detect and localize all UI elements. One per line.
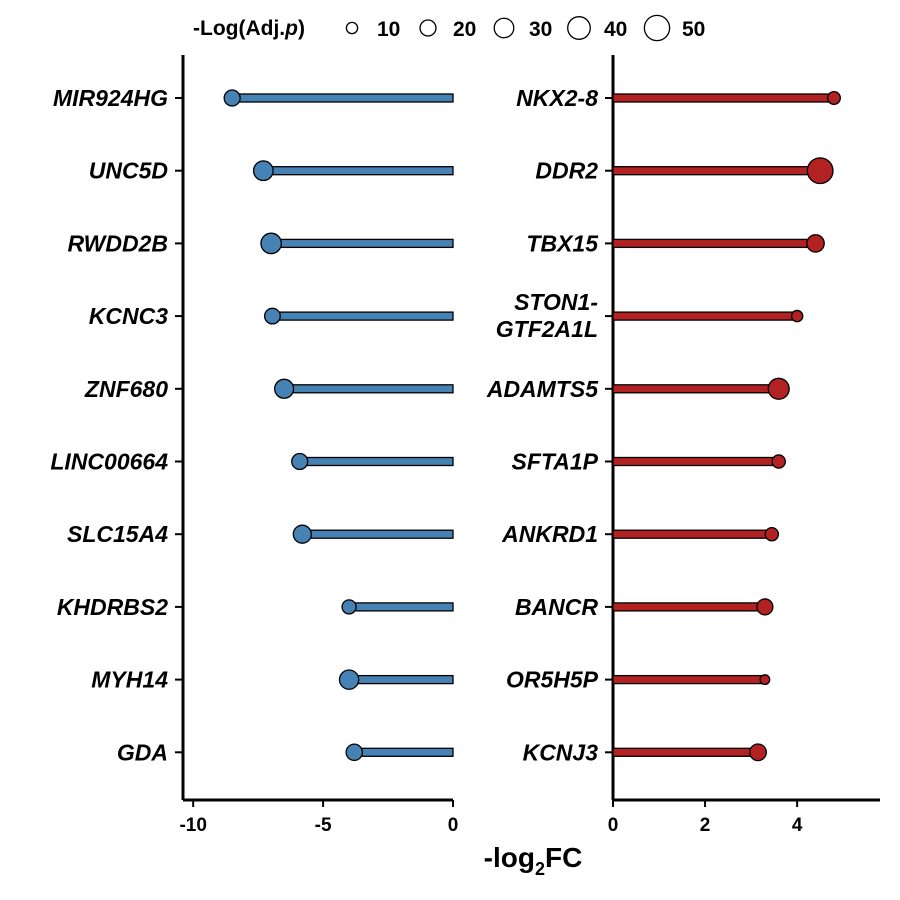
lollipop-point <box>759 674 771 686</box>
legend-title: -Log(Adj.p) <box>193 17 305 40</box>
legend-size-circle <box>419 19 437 37</box>
legend-size-circle <box>493 17 515 39</box>
gene-label: SFTA1P <box>512 449 599 475</box>
lollipop-point <box>345 743 364 762</box>
legend-size-label: 20 <box>453 18 476 41</box>
lollipop-point <box>806 157 834 185</box>
x-axis-label: -log2FC <box>484 842 583 879</box>
legend-size-circle <box>567 16 591 40</box>
lollipop-stem <box>612 529 773 539</box>
lollipop-stem <box>231 93 454 103</box>
gene-label: ADAMTS5 <box>486 376 599 402</box>
lollipop-stem <box>612 456 780 467</box>
lollipop-stem <box>353 747 454 757</box>
gene-label: NKX2-8 <box>516 85 598 111</box>
lollipop-stem <box>612 747 759 757</box>
gene-label: TBX15 <box>526 230 599 256</box>
lollipop-stem <box>270 238 454 249</box>
gene-label: ANKRD1 <box>501 521 598 547</box>
lollipop-stem <box>301 529 454 539</box>
gene-label: KCNJ3 <box>523 739 599 765</box>
lollipop-point <box>263 307 281 325</box>
lollipop-point <box>252 160 274 182</box>
legend-size-circle <box>345 21 359 35</box>
gene-label: GDA <box>117 739 168 765</box>
legend-size-label: 30 <box>529 18 552 41</box>
lollipop-stem <box>299 456 454 467</box>
lollipop-stem <box>612 384 780 394</box>
x-tick-label: 4 <box>792 815 803 836</box>
lollipop-point <box>274 378 295 399</box>
lollipop-point <box>223 89 241 107</box>
gene-label: KHDRBS2 <box>57 594 168 620</box>
gene-label: OR5H5P <box>506 667 599 693</box>
lollipop-stem <box>348 602 454 612</box>
panel-upregulated: 0 2 4 NKX2-8 DDR2 TBX15 STON1-GTF2A1L ADAMTS5 SF… <box>486 55 880 836</box>
gene-label: KCNC3 <box>89 303 168 329</box>
gene-label: RWDD2B <box>67 230 168 256</box>
gene-label: STON1-GTF2A1L <box>496 289 598 342</box>
gene-label: MIR924HG <box>53 85 168 111</box>
lollipop-stem <box>348 674 454 685</box>
lollipop-point <box>260 232 282 255</box>
lollipop-stem <box>612 166 821 176</box>
lollipop-point <box>292 524 312 544</box>
x-tick-label: 0 <box>608 815 619 836</box>
legend-size-label: 40 <box>604 18 627 41</box>
lollipop-stem <box>612 602 766 612</box>
lollipop-point <box>341 599 357 615</box>
gene-label: MYH14 <box>91 667 168 693</box>
gene-label: BANCR <box>515 594 598 620</box>
gene-label: DDR2 <box>535 158 598 184</box>
lollipop-point <box>338 669 360 690</box>
panel-downregulated: -10 -5 0 MIR924HG UNC5D RWDD2B KCNC3 ZNF680 LINC… <box>50 55 458 836</box>
lollipop-point <box>771 454 786 469</box>
legend-size-label: 50 <box>682 18 705 41</box>
lollipop-point <box>806 234 825 253</box>
gene-label: SLC15A4 <box>67 521 168 547</box>
legend-size-label: 10 <box>377 18 400 41</box>
lollipop-stem <box>612 238 817 249</box>
x-tick-label: 0 <box>448 815 459 836</box>
gene-label: UNC5D <box>89 158 168 184</box>
legend-size-circle <box>643 14 671 42</box>
lollipop-point <box>756 598 774 616</box>
x-tick-label: -10 <box>179 815 206 836</box>
gene-label: ZNF680 <box>84 376 168 402</box>
x-tick-label: -5 <box>315 815 332 836</box>
gene-label: LINC00664 <box>50 449 168 475</box>
lollipop-stem <box>262 166 454 176</box>
lollipop-stem <box>612 674 766 685</box>
lollipop-point <box>749 743 767 762</box>
lollipop-stem <box>612 311 798 321</box>
lollipop-stem <box>612 93 835 103</box>
lollipop-stem <box>271 311 454 321</box>
lollipop-point <box>764 526 780 542</box>
lollipop-point <box>790 309 804 323</box>
size-legend: -Log(Adj.p) 10 20 30 40 50 <box>193 14 705 42</box>
lollipop-point <box>767 377 790 400</box>
x-tick-label: 2 <box>700 815 711 836</box>
lollipop-point <box>291 452 309 471</box>
lollipop-stem <box>283 384 454 394</box>
lollipop-point <box>826 90 841 106</box>
